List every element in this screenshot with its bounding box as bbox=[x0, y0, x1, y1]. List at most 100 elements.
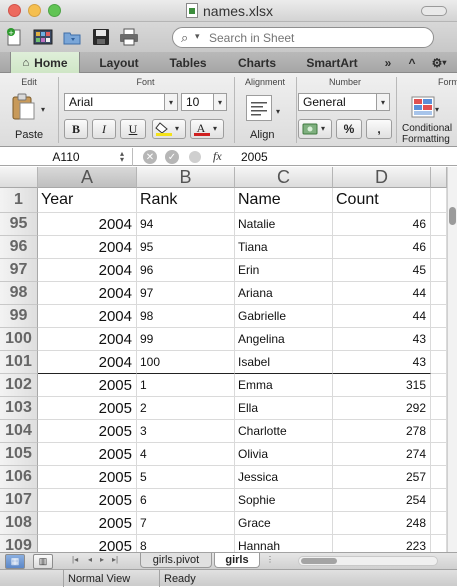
page-layout-view-icon[interactable]: ▥ bbox=[33, 554, 53, 569]
spreadsheet-grid[interactable]: A B C D 1 Year Rank Name Count 95 2004 94 Natali… bbox=[0, 167, 447, 552]
align-options-arrow[interactable]: ▾ bbox=[276, 107, 281, 116]
grid-cell[interactable]: Ariana bbox=[235, 282, 333, 305]
column-header-a[interactable]: A bbox=[38, 167, 137, 188]
grid-cell[interactable]: 254 bbox=[333, 489, 431, 512]
grid-cell[interactable]: 45 bbox=[333, 259, 431, 282]
conditional-formatting-icon[interactable]: ▾ bbox=[410, 95, 440, 121]
align-icon[interactable] bbox=[246, 95, 272, 121]
normal-view-icon[interactable]: ▦ bbox=[5, 554, 25, 569]
grid-cell[interactable]: Charlotte bbox=[235, 420, 333, 443]
grid-cell[interactable]: 2005 bbox=[38, 489, 137, 512]
grid-cell[interactable]: 223 bbox=[333, 535, 431, 552]
row-header[interactable]: 100 bbox=[0, 328, 38, 351]
grid-cell[interactable]: Jessica bbox=[235, 466, 333, 489]
grid-cell[interactable] bbox=[431, 374, 447, 397]
grid-cell[interactable]: Ella bbox=[235, 397, 333, 420]
conditional-formatting-label[interactable]: Conditional Formatting bbox=[402, 123, 453, 145]
align-label[interactable]: Align bbox=[250, 129, 275, 141]
grid-cell[interactable] bbox=[431, 512, 447, 535]
grid-cell[interactable]: 274 bbox=[333, 443, 431, 466]
new-workbook-icon[interactable]: + bbox=[4, 26, 26, 48]
grid-cell[interactable]: 44 bbox=[333, 305, 431, 328]
number-format-select[interactable]: General ▾ bbox=[298, 93, 390, 111]
grid-cell[interactable]: 2005 bbox=[38, 420, 137, 443]
grid-cell[interactable]: 43 bbox=[333, 328, 431, 351]
grid-cell[interactable]: 278 bbox=[333, 420, 431, 443]
grid-cell[interactable]: 5 bbox=[137, 466, 235, 489]
grid-cell[interactable] bbox=[431, 443, 447, 466]
name-box[interactable]: A110 bbox=[0, 148, 133, 166]
column-header-b[interactable]: B bbox=[137, 167, 235, 188]
grid-cell[interactable]: 2005 bbox=[38, 535, 137, 552]
grid-cell[interactable] bbox=[431, 420, 447, 443]
grid-cell[interactable]: Natalie bbox=[235, 213, 333, 236]
grid-cell[interactable]: 94 bbox=[137, 213, 235, 236]
grid-cell[interactable] bbox=[431, 397, 447, 420]
first-sheet-icon[interactable]: |◂ bbox=[72, 555, 79, 564]
font-color-button[interactable]: A ▾ bbox=[190, 119, 224, 139]
grid-cell[interactable]: 2004 bbox=[38, 259, 137, 282]
add-sheet-icon[interactable]: ⋮ bbox=[266, 555, 274, 564]
vertical-scrollbar[interactable] bbox=[447, 167, 457, 552]
row-header[interactable]: 103 bbox=[0, 397, 38, 420]
grid-cell[interactable]: 2005 bbox=[38, 397, 137, 420]
grid-cell[interactable]: Gabrielle bbox=[235, 305, 333, 328]
grid-cell[interactable]: 6 bbox=[137, 489, 235, 512]
header-cell[interactable]: Count bbox=[333, 188, 431, 213]
row-header[interactable]: 109 bbox=[0, 535, 38, 552]
percent-button[interactable]: % bbox=[336, 119, 362, 139]
grid-cell[interactable]: 2005 bbox=[38, 466, 137, 489]
last-sheet-icon[interactable]: ▸| bbox=[112, 555, 119, 564]
font-size-select[interactable]: 10 ▾ bbox=[181, 93, 227, 111]
tab-home[interactable]: ⌂ Home bbox=[10, 52, 80, 73]
row-header[interactable]: 106 bbox=[0, 466, 38, 489]
grid-cell[interactable]: 2004 bbox=[38, 305, 137, 328]
grid-cell[interactable] bbox=[431, 259, 447, 282]
grid-cell[interactable] bbox=[431, 351, 447, 374]
grid-cell[interactable]: 46 bbox=[333, 236, 431, 259]
row-header[interactable]: 107 bbox=[0, 489, 38, 512]
grid-cell[interactable] bbox=[431, 489, 447, 512]
grid-cell[interactable]: 2005 bbox=[38, 374, 137, 397]
grid-cell[interactable] bbox=[431, 305, 447, 328]
chevron-down-icon[interactable]: ▾ bbox=[195, 31, 200, 41]
sheet-tab-girls-pivot[interactable]: girls.pivot bbox=[140, 553, 212, 568]
fill-color-button[interactable]: ▾ bbox=[152, 119, 186, 139]
row-header[interactable]: 98 bbox=[0, 282, 38, 305]
grid-cell[interactable]: Erin bbox=[235, 259, 333, 282]
paste-label[interactable]: Paste bbox=[15, 129, 44, 141]
row-header[interactable]: 99 bbox=[0, 305, 38, 328]
formula-toggle-icon[interactable] bbox=[189, 151, 201, 163]
paste-options-arrow[interactable]: ▾ bbox=[41, 105, 46, 114]
grid-cell[interactable]: Tiana bbox=[235, 236, 333, 259]
paste-icon[interactable] bbox=[10, 93, 36, 121]
column-header-c[interactable]: C bbox=[235, 167, 333, 188]
grid-cell[interactable] bbox=[431, 535, 447, 552]
grid-cell[interactable]: 8 bbox=[137, 535, 235, 552]
horizontal-scroll-thumb[interactable] bbox=[301, 558, 337, 564]
row-header[interactable]: 97 bbox=[0, 259, 38, 282]
grid-cell[interactable] bbox=[431, 213, 447, 236]
row-header[interactable]: 1 bbox=[0, 188, 38, 213]
save-icon[interactable] bbox=[90, 26, 112, 48]
grid-cell[interactable]: 2004 bbox=[38, 236, 137, 259]
ribbon-settings-icon[interactable]: ⚙ ▾ bbox=[431, 55, 447, 70]
print-icon[interactable] bbox=[118, 26, 140, 48]
minimize-window-button[interactable] bbox=[28, 4, 41, 17]
sheet-tab-girls[interactable]: girls bbox=[214, 553, 260, 568]
grid-cell[interactable]: 2004 bbox=[38, 328, 137, 351]
more-tabs-icon[interactable]: » bbox=[384, 55, 392, 70]
grid-cell[interactable]: 2 bbox=[137, 397, 235, 420]
zoom-window-button[interactable] bbox=[48, 4, 61, 17]
font-name-select[interactable]: Arial ▾ bbox=[64, 93, 178, 111]
grid-cell[interactable]: Isabel bbox=[235, 351, 333, 374]
grid-cell[interactable]: 292 bbox=[333, 397, 431, 420]
grid-cell[interactable]: Emma bbox=[235, 374, 333, 397]
grid-cell[interactable]: 2004 bbox=[38, 213, 137, 236]
header-cell[interactable]: Year bbox=[38, 188, 137, 213]
italic-button[interactable]: I bbox=[92, 119, 116, 139]
grid-cell[interactable]: Olivia bbox=[235, 443, 333, 466]
grid-cell[interactable]: 2005 bbox=[38, 443, 137, 466]
grid-cell[interactable]: Sophie bbox=[235, 489, 333, 512]
comma-style-button[interactable]: , bbox=[366, 119, 392, 139]
